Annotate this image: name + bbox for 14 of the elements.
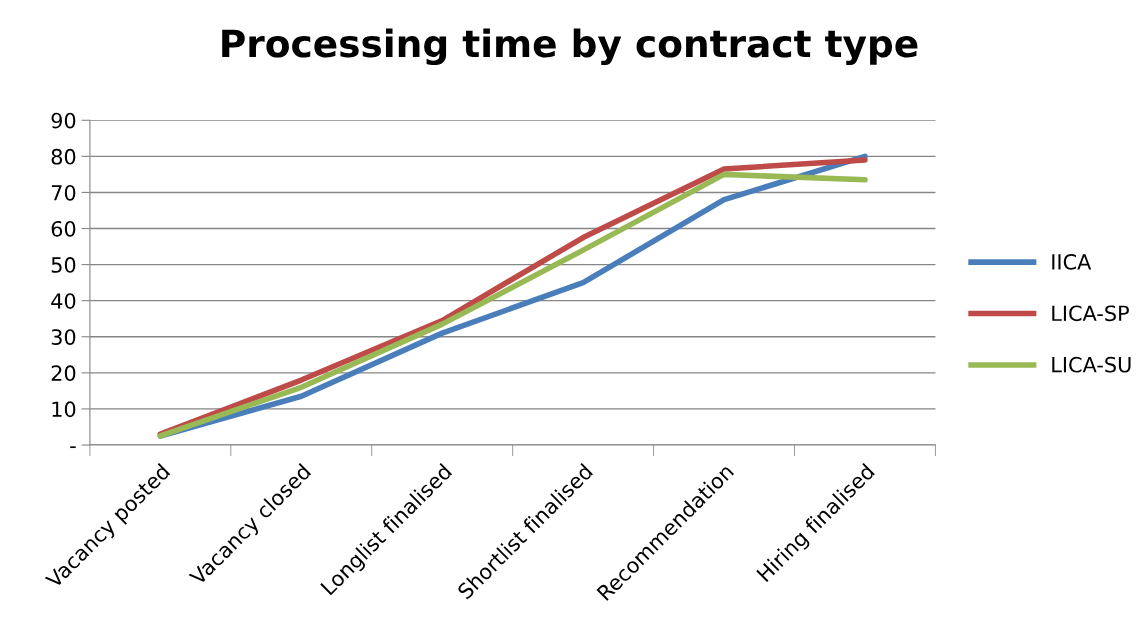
legend-label: LICA-SP: [1052, 305, 1129, 322]
y-tick-label: 90: [51, 112, 76, 129]
y-tick-label: 20: [51, 365, 76, 382]
y-tick-label: 10: [52, 401, 76, 418]
y-tick-label: -: [70, 446, 76, 449]
y-tick-label: 70: [51, 184, 76, 201]
y-tick-label: 60: [51, 220, 76, 237]
legend-label: LICA-SU: [1052, 356, 1131, 373]
chart-title: Processing time by contract type: [222, 28, 918, 66]
y-tick-label: 50: [51, 257, 76, 273]
y-tick-label: 40: [51, 293, 76, 309]
legend-label: IICA: [1052, 253, 1092, 270]
y-tick-label: 30: [51, 329, 76, 345]
y-tick-label: 80: [51, 148, 76, 165]
